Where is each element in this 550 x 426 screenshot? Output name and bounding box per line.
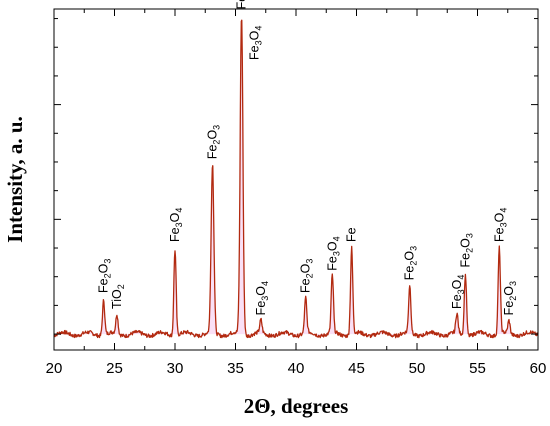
- peak-label: Fe2O3: [403, 246, 419, 280]
- x-tick-label: 50: [409, 360, 426, 377]
- x-tick-label: 60: [530, 360, 547, 377]
- x-tick-label: 20: [46, 360, 63, 377]
- pattern-line-series: [53, 19, 539, 339]
- x-axis-tick-labels: 20 25 30 35 40 45 50 55 60: [46, 360, 547, 377]
- y-axis-ticks: [54, 18, 538, 335]
- peak-label: Fe3O4: [325, 236, 341, 270]
- peak-label: TiO2: [110, 284, 126, 309]
- peak-label: Fe2O3: [97, 259, 113, 293]
- x-tick-label: 40: [288, 360, 305, 377]
- x-tick-label: 25: [106, 360, 123, 377]
- peak-label: Fe3O4: [450, 275, 466, 309]
- peak-annotations: Fe2O3TiO2Fe3O4Fe2O3Fe2O3Fe3O4Fe2O3Fe3O4F…: [97, 0, 518, 315]
- peak-label: Fe3O4: [492, 208, 508, 242]
- peak-label: Fe2O3: [502, 281, 518, 315]
- x-axis-ticks: [53, 9, 539, 350]
- peak-label: Fe3O4: [168, 208, 184, 242]
- x-tick-label: 30: [167, 360, 184, 377]
- peak-label: Fe2O3: [299, 259, 315, 293]
- peak-label: Fe2O3: [206, 125, 222, 159]
- x-axis-title: 2Θ, degrees: [244, 394, 349, 418]
- x-tick-label: 45: [348, 360, 365, 377]
- pattern-line: [53, 19, 539, 339]
- peak-label: Fe3O4: [254, 281, 270, 315]
- peak-label: Fe: [345, 227, 359, 242]
- peak-label: Fe2O3: [458, 233, 474, 267]
- x-tick-label: 35: [227, 360, 244, 377]
- y-axis-title: Intensity, a. u.: [3, 116, 27, 243]
- peak-label: Fe3O4: [247, 26, 263, 60]
- x-tick-label: 55: [469, 360, 486, 377]
- peak-label: Fe2O3: [235, 0, 251, 9]
